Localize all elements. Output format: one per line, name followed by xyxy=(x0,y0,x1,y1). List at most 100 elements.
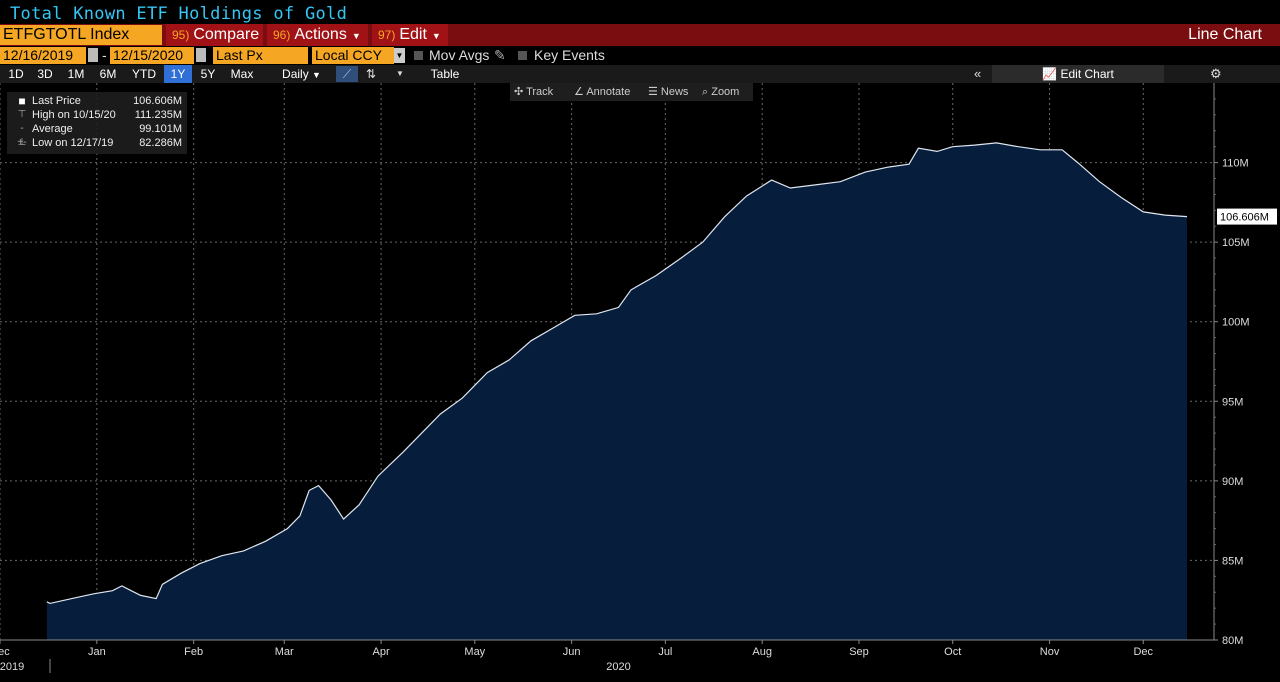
compare-button[interactable]: 95) Compare xyxy=(166,24,263,46)
news-label: News xyxy=(660,86,689,98)
x-year-label: 2020 xyxy=(606,661,630,673)
legend-low: ⊥ Low on 12/17/19 82.286M xyxy=(7,136,187,150)
legend-label: High on 10/15/20 xyxy=(32,109,116,121)
start-date-field[interactable]: 12/16/2019 xyxy=(0,47,86,64)
edit-label: Edit xyxy=(399,26,427,43)
high-marker-icon: ⊤ xyxy=(17,109,27,120)
legend-value: 111.235M xyxy=(134,109,182,121)
range-button-1d[interactable]: 1D xyxy=(8,67,24,81)
annotate-tool[interactable]: ∠ Annotate xyxy=(574,86,631,98)
y-tick-label: 85M xyxy=(1222,555,1243,567)
edit-number: 97) xyxy=(378,28,396,42)
command-bar: ETFGTOTL Index 95) Compare 96) Actions ▼ 97… xyxy=(0,24,1280,46)
chart-icon: 📈 xyxy=(1042,67,1058,81)
zoom-label: Zoom xyxy=(711,86,740,98)
range-button-6m[interactable]: 6M xyxy=(99,67,117,81)
frequency-label: Daily xyxy=(282,67,309,81)
chart-svg: 80M 85M 90M 95M 100M 105M 110M 106.606M Dec Jan Fe… xyxy=(0,83,1277,673)
chevron-down-icon[interactable]: ▼ xyxy=(394,48,405,63)
edit-chart-label: Edit Chart xyxy=(1060,67,1114,81)
x-tick-label: Sep xyxy=(849,646,869,658)
pencil-icon[interactable]: ✎ xyxy=(494,47,506,63)
chevron-down-icon[interactable]: ▼ xyxy=(396,69,404,78)
range-button-1y[interactable]: 1Y xyxy=(164,65,192,83)
frequency-selector[interactable]: Daily ▼ xyxy=(274,65,329,83)
range-bar: 1D 3D 1M 6M YTD 1Y 5Y Max Daily ▼ ⟋ ⇅ ▼ Table «… xyxy=(0,65,1280,83)
chevron-down-icon: ▼ xyxy=(351,31,361,41)
x-tick-label: Jun xyxy=(563,646,581,658)
average-marker-icon: -+- xyxy=(17,123,27,148)
chevron-down-icon: ▼ xyxy=(431,31,441,41)
track-tool[interactable]: ✣ Track xyxy=(514,86,554,98)
y-tick-label: 105M xyxy=(1222,237,1250,249)
mov-avgs-checkbox[interactable] xyxy=(414,51,423,60)
key-events-label: Key Events xyxy=(534,47,605,63)
series-area xyxy=(46,142,1188,640)
legend-average: -+- Average 99.101M xyxy=(7,122,187,148)
compare-number: 95) xyxy=(172,28,190,42)
bar-chart-icon[interactable]: ⇅ xyxy=(365,67,377,81)
zoom-tool[interactable]: ⌕ Zoom xyxy=(702,86,740,98)
x-tick-label: Nov xyxy=(1040,646,1060,658)
page-title: Total Known ETF Holdings of Gold xyxy=(10,4,348,24)
end-date-field[interactable]: 12/15/2020 xyxy=(110,47,194,64)
chart-area[interactable]: 80M 85M 90M 95M 100M 105M 110M 106.606M Dec Jan Fe… xyxy=(0,83,1280,682)
currency-selector[interactable]: Local CCY xyxy=(312,47,394,64)
last-value-box xyxy=(1217,208,1277,225)
x-tick-label: Jan xyxy=(88,646,106,658)
gear-icon[interactable]: ⚙ xyxy=(1210,66,1222,81)
annotate-label: Annotate xyxy=(586,86,631,98)
calendar-icon[interactable] xyxy=(196,48,206,62)
collapse-icon[interactable]: « xyxy=(974,66,982,81)
range-button-ytd[interactable]: YTD xyxy=(132,67,156,81)
y-tick-label: 80M xyxy=(1222,635,1243,647)
field-selector[interactable]: Last Px xyxy=(213,47,308,64)
table-button[interactable]: Table xyxy=(430,67,460,81)
square-icon: ■ xyxy=(18,94,26,108)
line-chart-icon[interactable]: ⟋ xyxy=(336,66,358,82)
legend-value: 82.286M xyxy=(139,137,182,149)
series-line xyxy=(46,142,1188,605)
actions-label: Actions xyxy=(294,26,347,43)
track-label: Track xyxy=(526,86,554,98)
y-tick-label: 90M xyxy=(1222,476,1243,488)
x-year-label: 2019 xyxy=(0,661,24,673)
date-separator: - xyxy=(102,47,107,63)
mov-avgs-label: Mov Avgs xyxy=(429,47,490,63)
legend-high: ⊤ High on 10/15/20 111.235M xyxy=(7,108,187,122)
x-tick-label: Jul xyxy=(658,646,672,658)
range-button-max[interactable]: Max xyxy=(230,67,254,81)
actions-button[interactable]: 96) Actions ▼ xyxy=(267,24,368,46)
legend-label: Average xyxy=(32,123,73,135)
x-tick-label: Apr xyxy=(373,646,390,658)
y-tick-label: 95M xyxy=(1222,396,1243,408)
low-marker-icon: ⊥ xyxy=(17,137,27,148)
range-button-5y[interactable]: 5Y xyxy=(200,67,216,81)
y-tick-label: 100M xyxy=(1222,317,1250,329)
range-button-1m[interactable]: 1M xyxy=(67,67,85,81)
options-bar: 12/16/2019 - 12/15/2020 Last Px Local CC… xyxy=(0,46,1280,65)
calendar-icon[interactable] xyxy=(88,48,98,62)
x-tick-label: Dec xyxy=(0,646,10,658)
compare-label: Compare xyxy=(193,26,260,43)
news-tool[interactable]: ☰ News xyxy=(648,86,689,98)
legend-value: 99.101M xyxy=(139,123,182,135)
legend-label: Last Price xyxy=(32,95,81,107)
x-tick-label: Oct xyxy=(944,646,961,658)
legend-last-price: ■ Last Price 106.606M xyxy=(7,94,187,108)
chart-type-label[interactable]: Line Chart xyxy=(1188,26,1262,43)
x-tick-label: May xyxy=(464,646,485,658)
edit-chart-button[interactable]: 📈 Edit Chart xyxy=(992,65,1164,83)
edit-button[interactable]: 97) Edit ▼ xyxy=(372,24,448,46)
key-events-checkbox[interactable] xyxy=(518,51,527,60)
ticker-field[interactable]: ETFGTOTL Index xyxy=(0,25,162,45)
chevron-down-icon: ▼ xyxy=(312,70,321,80)
legend-label: Low on 12/17/19 xyxy=(32,137,114,149)
title-bar: Total Known ETF Holdings of Gold xyxy=(0,0,1280,24)
x-tick-label: Aug xyxy=(752,646,772,658)
x-tick-label: Dec xyxy=(1133,646,1153,658)
chart-legend: ■ Last Price 106.606M ⊤ High on 10/15/20… xyxy=(7,92,187,154)
actions-number: 96) xyxy=(273,28,291,42)
range-button-3d[interactable]: 3D xyxy=(37,67,53,81)
legend-value: 106.606M xyxy=(133,95,182,107)
